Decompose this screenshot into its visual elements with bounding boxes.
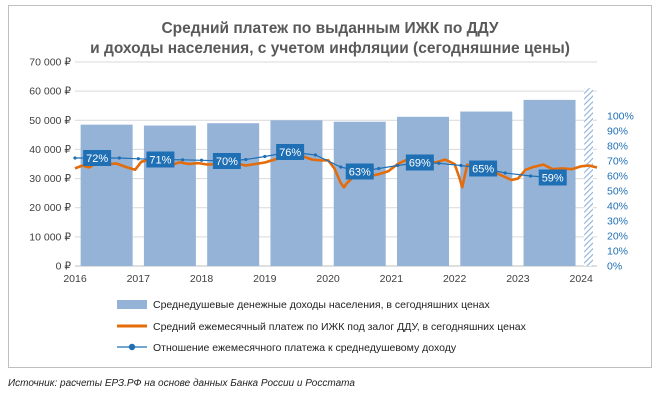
right-tick-label: 100%	[607, 111, 634, 123]
ratio-label-box	[345, 163, 374, 180]
ratio-point	[377, 166, 381, 171]
right-tick-label: 70%	[607, 156, 628, 168]
x-tick-label: 2019	[253, 273, 277, 285]
source-note: Источник: расчеты ЕРЗ.РФ на основе данны…	[8, 378, 355, 389]
x-tick-label: 2024	[570, 273, 594, 285]
x-tick-label: 2020	[316, 273, 340, 285]
ratio-label-text: 69%	[409, 158, 431, 170]
chart-svg: Средний платеж по выданным ИЖК по ДДУ и …	[29, 20, 634, 354]
ratio-label-text: 72%	[86, 153, 108, 165]
left-tick-label: 40 000 ₽	[29, 144, 71, 156]
legend-item-bars: Среднедушевые денежные доходы населения,…	[117, 299, 490, 311]
ratio-label: 76%	[276, 144, 305, 160]
ratio-label-text: 70%	[216, 156, 238, 168]
ratio-label: 69%	[405, 154, 434, 171]
left-tick-label: 60 000 ₽	[29, 86, 71, 98]
right-tick-label: 10%	[607, 246, 628, 258]
right-tick-label: 80%	[607, 141, 628, 153]
ratio-point	[199, 158, 204, 162]
ratio-point	[136, 157, 140, 161]
x-tick-label: 2017	[127, 273, 151, 285]
legend-item-ratio: Отношение ежемесячного платежа к среднед…	[117, 342, 457, 354]
x-tick-label: 2022	[443, 273, 467, 285]
ratio-label-box	[538, 169, 567, 186]
ratio-label: 70%	[212, 153, 241, 169]
income-bar	[270, 120, 323, 267]
right-tick-label: 60%	[607, 171, 628, 183]
legend-label-payment: Средний ежемесячный платеж по ИЖК под за…	[153, 321, 527, 333]
ratio-label-text: 71%	[149, 155, 171, 167]
income-bars	[80, 88, 593, 267]
right-tick-label: 40%	[607, 201, 628, 213]
ratio-label-text: 76%	[279, 147, 301, 159]
ratio-point	[73, 156, 77, 160]
ratio-label: 71%	[146, 151, 175, 168]
chart-title-line-2: и доходы населения, с учетом инфляции (с…	[90, 40, 570, 57]
left-tick-label: 50 000 ₽	[29, 115, 71, 127]
right-tick-label: 30%	[607, 216, 628, 228]
left-tick-label: 20 000 ₽	[29, 202, 71, 214]
legend-label-ratio: Отношение ежемесячного платежа к среднед…	[153, 342, 457, 354]
right-tick-label: 20%	[607, 231, 628, 243]
ratio-point	[244, 157, 248, 162]
left-tick-label: 30 000 ₽	[29, 173, 71, 185]
legend-swatch-bars	[117, 300, 147, 309]
legend: Среднедушевые денежные доходы населения,…	[117, 299, 527, 354]
ratio-point	[528, 174, 533, 178]
income-bar	[333, 121, 386, 266]
ratio-label-text: 65%	[472, 164, 494, 176]
ratio-label-box	[469, 160, 498, 177]
ratio-label: 63%	[345, 163, 374, 180]
left-tick-label: 0 ₽	[56, 261, 72, 273]
income-bar	[80, 124, 133, 267]
ratio-point	[503, 171, 507, 175]
legend-marker-ratio	[128, 343, 136, 351]
legend-label-bars: Среднедушевые денежные доходы населения,…	[153, 299, 490, 311]
right-axis: 0% 10% 20% 30% 40% 50% 60% 70% 80% 90% 100%	[607, 111, 634, 273]
ratio-label-box	[146, 151, 175, 168]
ratio-label-box	[276, 144, 305, 160]
ratio-label-text: 63%	[349, 167, 371, 179]
x-axis: 2016 2017 2018 2019 2020 2021 2022 2023 2024	[63, 273, 593, 285]
ratio-point	[180, 158, 185, 162]
ratio-label-text: 59%	[542, 173, 564, 185]
left-tick-label: 10 000 ₽	[29, 231, 71, 243]
income-bar-forecast	[584, 88, 593, 266]
ratio-point	[339, 165, 343, 169]
x-tick-label: 2018	[190, 273, 214, 285]
right-tick-label: 90%	[607, 126, 628, 138]
right-tick-label: 0%	[607, 261, 622, 273]
ratio-point	[117, 156, 121, 160]
ratio-label-box	[212, 153, 241, 169]
income-bar	[460, 111, 513, 267]
ratio-point	[313, 153, 318, 157]
ratio-point	[263, 154, 267, 159]
left-tick-label: 70 000 ₽	[29, 57, 71, 69]
income-bar	[207, 123, 260, 266]
ratio-data-labels: 72% 71% 70% 76% 63% 69% 65% 59%	[83, 144, 567, 186]
x-tick-label: 2023	[506, 273, 530, 285]
ratio-label: 59%	[538, 169, 567, 186]
income-bar	[143, 125, 196, 266]
chart-frame: Средний платеж по выданным ИЖК по ДДУ и …	[8, 5, 652, 368]
chart-title: Средний платеж по выданным ИЖК по ДДУ и …	[90, 20, 570, 57]
chart-title-line-1: Средний платеж по выданным ИЖК по ДДУ	[161, 20, 498, 37]
ratio-point	[437, 161, 441, 165]
right-tick-label: 50%	[607, 186, 628, 198]
ratio-point	[459, 163, 463, 168]
ratio-label-box	[405, 154, 434, 171]
ratio-label-box	[83, 150, 112, 166]
x-tick-label: 2016	[63, 273, 87, 285]
ratio-label: 72%	[83, 150, 112, 166]
left-axis: 0 ₽ 10 000 ₽ 20 000 ₽ 30 000 ₽ 40 000 ₽ 50 00…	[29, 57, 71, 273]
income-bar	[397, 116, 449, 266]
ratio-label: 65%	[469, 160, 498, 177]
legend-item-payment: Средний ежемесячный платеж по ИЖК под за…	[117, 321, 527, 333]
x-tick-label: 2021	[380, 273, 404, 285]
ratio-point	[396, 163, 400, 168]
